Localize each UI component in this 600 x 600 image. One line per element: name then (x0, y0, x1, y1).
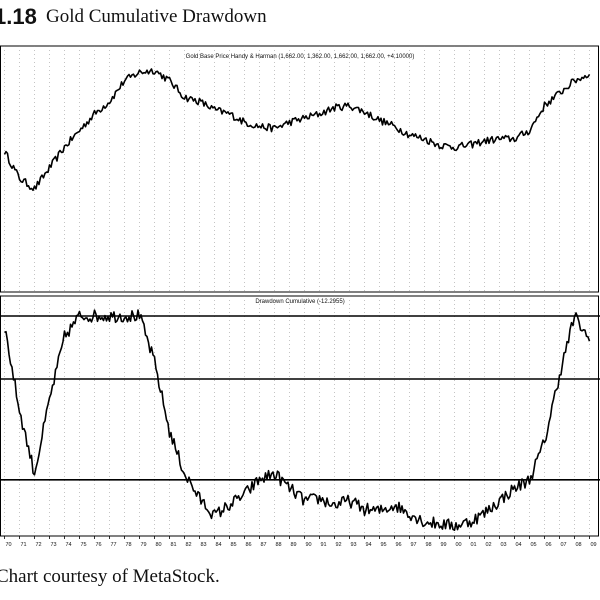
x-tick-label: 72 (36, 542, 42, 548)
x-tick-label: 96 (396, 542, 402, 548)
x-tick-label: 05 (531, 542, 537, 548)
x-tick-label: 76 (96, 542, 102, 548)
x-tick-label: 79 (141, 542, 147, 548)
x-tick-label: 87 (261, 542, 267, 548)
price-panel-frame (0, 45, 599, 293)
x-tick-label: 90 (306, 542, 312, 548)
x-tick-label: 85 (231, 542, 237, 548)
x-tick-label: 74 (66, 542, 72, 548)
x-tick-label: 81 (171, 542, 177, 548)
figure-caption: Chart courtesy of MetaStock. (0, 566, 220, 587)
x-tick-label: 03 (501, 542, 507, 548)
drawdown-panel-frame (0, 295, 599, 537)
x-tick-label: 99 (441, 542, 447, 548)
x-tick-label: 77 (111, 542, 117, 548)
x-tick-label: 04 (516, 542, 522, 548)
x-tick-label: 89 (291, 542, 297, 548)
figure-title-text: Gold Cumulative Drawdown (46, 6, 267, 27)
price-panel: Gold Base Price Handy & Harman (1,662.00… (0, 45, 599, 293)
x-tick-label: 94 (366, 542, 372, 548)
x-tick-label: 00 (456, 542, 462, 548)
x-tick-label: 08 (576, 542, 582, 548)
x-tick-label: 98 (426, 542, 432, 548)
x-tick-label: 73 (51, 542, 57, 548)
x-tick-label: 75 (81, 542, 87, 548)
x-tick-label: 07 (561, 542, 567, 548)
x-tick-label: 92 (336, 542, 342, 548)
x-tick-label: 82 (186, 542, 192, 548)
drawdown-series-line (4, 309, 591, 531)
x-tick-label: 71 (21, 542, 27, 548)
x-tick-label: 84 (216, 542, 222, 548)
x-tick-label: 83 (201, 542, 207, 548)
x-tick-label: 91 (321, 542, 327, 548)
x-tick-label: 88 (276, 542, 282, 548)
x-tick-label: 01 (471, 542, 477, 548)
drawdown-panel: Drawdown Cumulative (-12.2955) (0, 295, 600, 537)
x-tick-label: 95 (381, 542, 387, 548)
x-tick-label: 93 (351, 542, 357, 548)
x-tick-label: 06 (546, 542, 552, 548)
x-tick-label: 09 (591, 542, 597, 548)
x-tick-label: 97 (411, 542, 417, 548)
drawdown-panel-title: Drawdown Cumulative (-12.2955) (255, 299, 344, 305)
price-series-line (3, 68, 591, 192)
x-tick-label: 80 (156, 542, 162, 548)
price-panel-title: Gold Base Price Handy & Harman (1,662.00… (186, 54, 415, 60)
x-axis: 70 71 72 73 74 75 76 77 78 79 80 81 82 83 84 85 86 87 88 89… (4, 536, 597, 548)
figure-number: 1.18 (0, 4, 37, 29)
x-tick-label: 02 (486, 542, 492, 548)
x-tick-label: 70 (6, 542, 12, 548)
x-tick-label: 78 (126, 542, 132, 548)
x-tick-label: 86 (246, 542, 252, 548)
